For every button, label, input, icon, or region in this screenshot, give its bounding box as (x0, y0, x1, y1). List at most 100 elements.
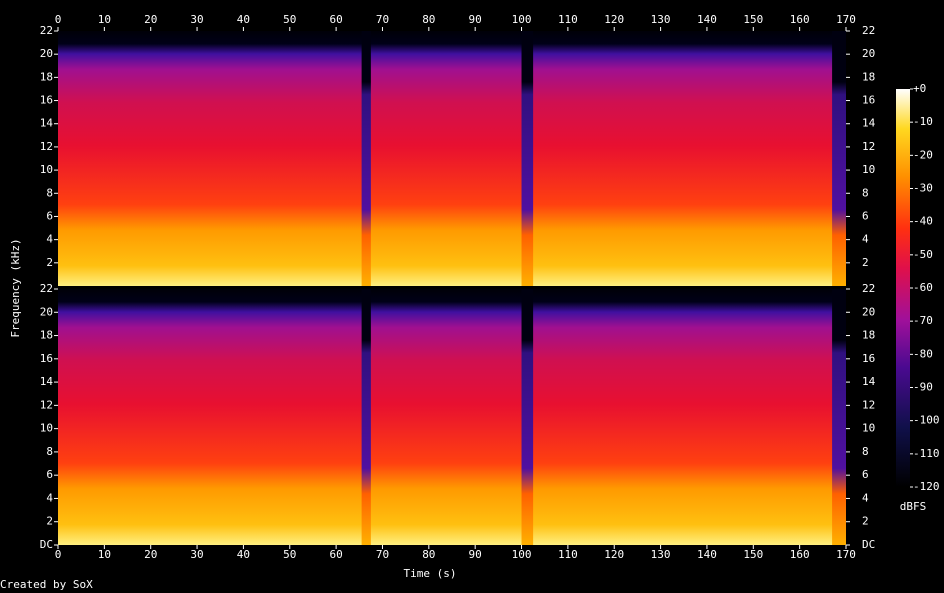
x-tick-label: 140 (697, 13, 717, 26)
x-tick-label: 110 (558, 548, 578, 561)
spectrogram-gap (521, 31, 534, 286)
y-tick-label: 20 (862, 47, 875, 60)
colorbar-tick-label: -100 (913, 414, 940, 427)
y-tick-label: 12 (40, 140, 53, 153)
colorbar (896, 89, 910, 487)
x-tick-label: 60 (329, 548, 342, 561)
spectrogram-tail (832, 289, 846, 545)
colorbar-label: dBFS (900, 500, 927, 513)
colorbar-tick-label: -30 (913, 182, 933, 195)
y-tick-label: DC (862, 538, 875, 551)
x-tick-label: 160 (790, 13, 810, 26)
x-tick-label: 100 (512, 548, 532, 561)
y-tick-label: 4 (862, 491, 869, 504)
spectrogram (58, 31, 846, 286)
y-tick-label: 6 (862, 209, 869, 222)
x-axis-label: Time (s) (404, 567, 457, 580)
y-tick-label: DC (40, 538, 53, 551)
colorbar-tick-label: -40 (913, 215, 933, 228)
y-tick-label: 10 (40, 422, 53, 435)
y-tick-label: 2 (46, 256, 53, 269)
y-tick-label: 6 (862, 468, 869, 481)
x-tick-label: 60 (329, 13, 342, 26)
y-tick-label: 10 (862, 422, 875, 435)
y-tick-label: 6 (46, 468, 53, 481)
y-tick-label: 4 (862, 233, 869, 246)
x-tick-label: 30 (190, 13, 203, 26)
y-tick-label: 2 (46, 515, 53, 528)
y-tick-label: 18 (862, 329, 875, 342)
x-tick-label: 80 (422, 548, 435, 561)
colorbar-tick-label: -80 (913, 347, 933, 360)
y-tick-label: 18 (40, 329, 53, 342)
x-tick-label: 70 (376, 13, 389, 26)
spectrogram-tail (832, 31, 846, 286)
x-tick-label: 10 (98, 13, 111, 26)
x-tick-label: 80 (422, 13, 435, 26)
colorbar-tick-label: -120 (913, 480, 940, 493)
x-tick-label: 130 (651, 13, 671, 26)
colorbar-tick-label: -50 (913, 248, 933, 261)
colorbar-tick-label: -70 (913, 314, 933, 327)
x-tick-label: 50 (283, 13, 296, 26)
y-tick-label: 14 (862, 117, 876, 130)
y-tick-label: 8 (46, 186, 53, 199)
colorbar-tick-label: -10 (913, 115, 933, 128)
y-axis-label: Frequency (kHz) (9, 238, 22, 337)
y-tick-label: 16 (862, 94, 875, 107)
footer: Created by SoX (0, 578, 93, 591)
spectrogram (58, 289, 846, 545)
y-tick-label: 10 (40, 163, 53, 176)
colorbar-tick-label: -110 (913, 447, 940, 460)
x-tick-label: 20 (144, 13, 157, 26)
y-tick-label: 8 (862, 445, 869, 458)
x-tick-label: 30 (190, 548, 203, 561)
x-tick-label: 170 (836, 13, 856, 26)
y-tick-label: 18 (40, 70, 53, 83)
y-tick-label: 22 (862, 24, 875, 37)
x-tick-label: 40 (237, 13, 250, 26)
y-tick-label: 2 (862, 515, 869, 528)
x-tick-label: 90 (469, 13, 482, 26)
y-tick-label: 20 (40, 305, 53, 318)
x-tick-label: 120 (604, 13, 624, 26)
y-tick-label: 16 (40, 352, 53, 365)
x-tick-label: 130 (651, 548, 671, 561)
y-tick-label: 8 (46, 445, 53, 458)
spectrogram-gap (361, 289, 371, 545)
y-tick-label: 12 (862, 398, 875, 411)
y-tick-label: 4 (46, 233, 53, 246)
y-tick-label: 14 (40, 375, 54, 388)
y-tick-label: 12 (40, 398, 53, 411)
x-tick-label: 120 (604, 548, 624, 561)
spectrogram-gap (521, 289, 534, 545)
y-tick-label: 14 (862, 375, 876, 388)
x-tick-label: 10 (98, 548, 111, 561)
colorbar-tick-label: +0 (913, 82, 926, 95)
x-tick-label: 110 (558, 13, 578, 26)
y-tick-label: 14 (40, 117, 54, 130)
x-tick-label: 90 (469, 548, 482, 561)
x-tick-label: 140 (697, 548, 717, 561)
y-tick-label: 20 (862, 305, 875, 318)
x-tick-label: 0 (55, 13, 62, 26)
y-tick-label: 22 (40, 282, 53, 295)
y-tick-label: 6 (46, 209, 53, 222)
y-tick-label: 20 (40, 47, 53, 60)
x-tick-label: 150 (743, 548, 763, 561)
y-tick-label: 2 (862, 256, 869, 269)
y-tick-label: 22 (40, 24, 53, 37)
colorbar-tick-label: -90 (913, 381, 933, 394)
x-tick-label: 20 (144, 548, 157, 561)
x-tick-label: 170 (836, 548, 856, 561)
y-tick-label: 8 (862, 186, 869, 199)
y-tick-label: 4 (46, 491, 53, 504)
colorbar-tick-label: -60 (913, 281, 933, 294)
x-tick-label: 160 (790, 548, 810, 561)
y-tick-label: 16 (862, 352, 875, 365)
y-tick-label: 18 (862, 70, 875, 83)
y-tick-label: 16 (40, 94, 53, 107)
spectrogram-gap (361, 31, 371, 286)
y-tick-label: 22 (862, 282, 875, 295)
